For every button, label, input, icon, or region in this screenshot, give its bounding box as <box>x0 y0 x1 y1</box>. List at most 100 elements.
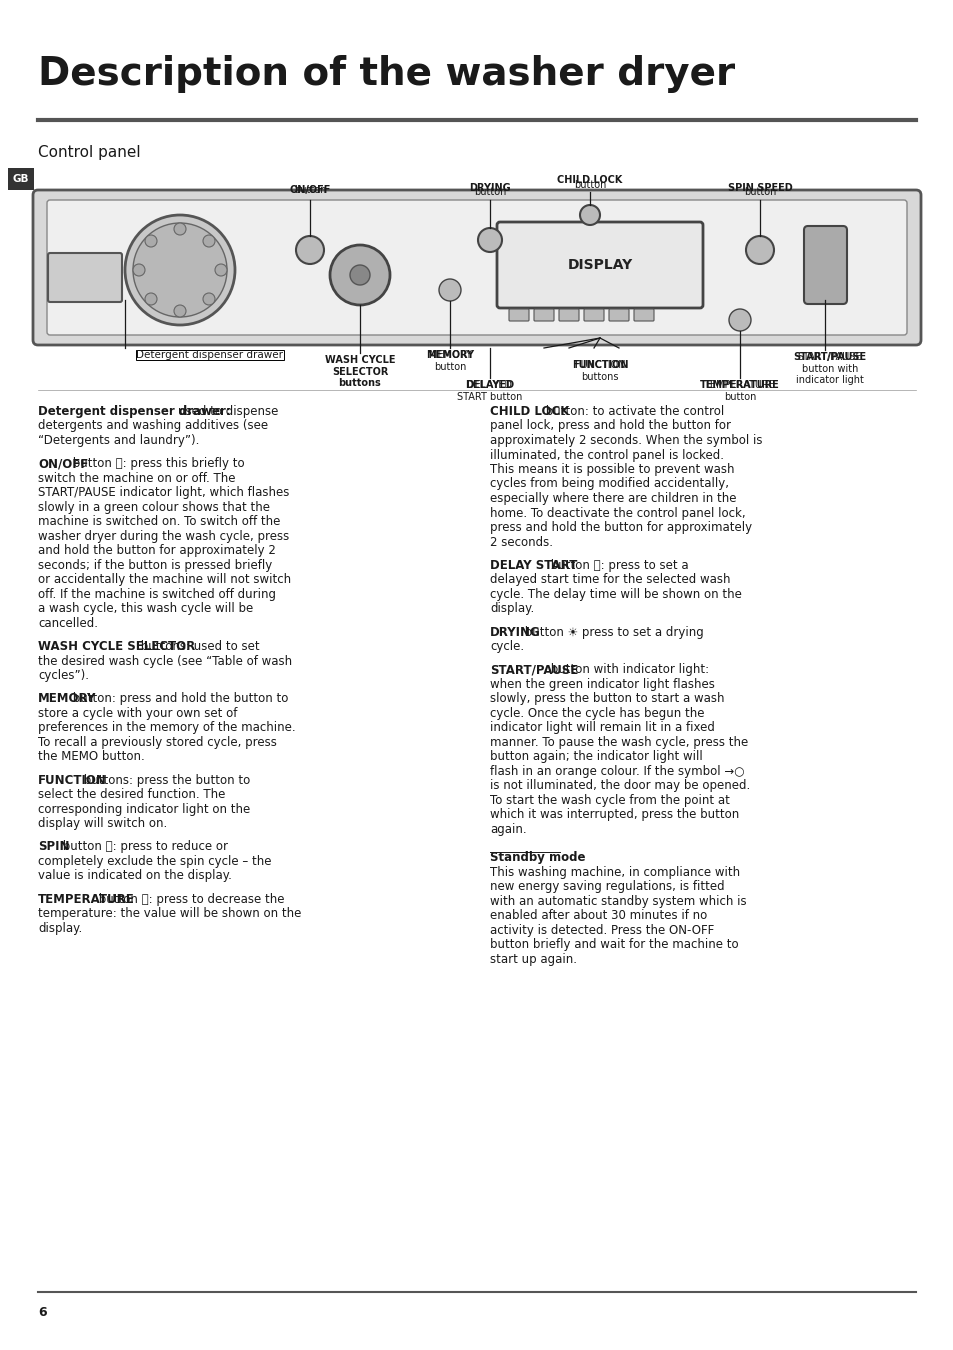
Text: panel lock, press and hold the button for: panel lock, press and hold the button fo… <box>490 420 730 432</box>
Text: completely exclude the spin cycle – the: completely exclude the spin cycle – the <box>38 855 272 868</box>
Text: new energy saving regulations, is fitted: new energy saving regulations, is fitted <box>490 880 724 894</box>
FancyBboxPatch shape <box>558 309 578 321</box>
Circle shape <box>132 265 145 275</box>
Text: press and hold the button for approximately: press and hold the button for approximat… <box>490 521 751 535</box>
Text: button: button <box>573 169 605 190</box>
Circle shape <box>477 228 501 252</box>
Circle shape <box>579 205 599 225</box>
Text: Control panel: Control panel <box>38 144 140 161</box>
Circle shape <box>295 236 324 265</box>
Text: TEMPERATURE: TEMPERATURE <box>700 379 779 390</box>
Circle shape <box>745 236 773 265</box>
Text: approximately 2 seconds. When the symbol is: approximately 2 seconds. When the symbol… <box>490 433 761 447</box>
Text: button: button <box>474 176 506 197</box>
Text: WASH CYCLE SELECTOR: WASH CYCLE SELECTOR <box>38 640 195 653</box>
Text: MEMORY: MEMORY <box>425 350 474 360</box>
Text: switch the machine on or off. The: switch the machine on or off. The <box>38 471 235 485</box>
Circle shape <box>145 235 157 247</box>
Circle shape <box>145 293 157 305</box>
Circle shape <box>173 305 186 317</box>
Text: corresponding indicator light on the: corresponding indicator light on the <box>38 803 250 815</box>
Circle shape <box>132 223 227 317</box>
FancyBboxPatch shape <box>33 190 920 346</box>
Text: start up again.: start up again. <box>490 953 577 965</box>
Text: DRYING: DRYING <box>469 184 510 193</box>
Text: store a cycle with your own set of: store a cycle with your own set of <box>38 707 237 720</box>
FancyBboxPatch shape <box>534 309 554 321</box>
Text: delayed start time for the selected wash: delayed start time for the selected wash <box>490 574 730 586</box>
Text: button Ⓢ: press to reduce or: button Ⓢ: press to reduce or <box>59 841 228 853</box>
Text: button ⓞ: press this briefly to: button ⓞ: press this briefly to <box>70 458 245 470</box>
Circle shape <box>350 265 370 285</box>
Text: display will switch on.: display will switch on. <box>38 817 167 830</box>
Text: select the desired function. The: select the desired function. The <box>38 788 225 801</box>
FancyBboxPatch shape <box>583 309 603 321</box>
Text: DELAY START: DELAY START <box>490 559 577 572</box>
Text: button: to activate the control: button: to activate the control <box>541 405 723 418</box>
Text: Detergent dispenser drawer: Detergent dispenser drawer <box>136 350 283 360</box>
Text: 2 seconds.: 2 seconds. <box>490 536 553 548</box>
Text: or accidentally the machine will not switch: or accidentally the machine will not swi… <box>38 574 291 586</box>
FancyBboxPatch shape <box>497 221 702 308</box>
Text: Detergent dispenser drawer:: Detergent dispenser drawer: <box>38 405 231 418</box>
Text: SPIN SPEED: SPIN SPEED <box>727 184 792 193</box>
Text: 6: 6 <box>38 1305 47 1319</box>
Circle shape <box>125 215 234 325</box>
Text: button Ⓣ: press to decrease the: button Ⓣ: press to decrease the <box>95 892 284 906</box>
Text: button Ⓥ: press to set a: button Ⓥ: press to set a <box>547 559 688 572</box>
Text: button briefly and wait for the machine to: button briefly and wait for the machine … <box>490 938 738 952</box>
Text: button: button <box>294 173 326 194</box>
Text: flash in an orange colour. If the symbol →○: flash in an orange colour. If the symbol… <box>490 765 743 778</box>
Text: manner. To pause the wash cycle, press the: manner. To pause the wash cycle, press t… <box>490 736 747 749</box>
Text: This washing machine, in compliance with: This washing machine, in compliance with <box>490 865 740 879</box>
Circle shape <box>438 279 460 301</box>
Text: button: button <box>743 176 776 197</box>
Text: TEMPERATURE: TEMPERATURE <box>38 892 134 906</box>
Text: is not illuminated, the door may be opened.: is not illuminated, the door may be open… <box>490 779 749 792</box>
Text: cycles from being modified accidentally,: cycles from being modified accidentally, <box>490 478 728 490</box>
Text: buttons: press the button to: buttons: press the button to <box>79 774 250 787</box>
Text: activity is detected. Press the ON-OFF: activity is detected. Press the ON-OFF <box>490 923 714 937</box>
Text: when the green indicator light flashes: when the green indicator light flashes <box>490 678 714 691</box>
Text: button again; the indicator light will: button again; the indicator light will <box>490 751 702 763</box>
Text: detergents and washing additives (see: detergents and washing additives (see <box>38 420 268 432</box>
Text: To recall a previously stored cycle, press: To recall a previously stored cycle, pre… <box>38 736 276 749</box>
Circle shape <box>173 223 186 235</box>
Text: display.: display. <box>490 602 534 616</box>
Text: seconds; if the button is pressed briefly: seconds; if the button is pressed briefl… <box>38 559 272 572</box>
Text: temperature: the value will be shown on the: temperature: the value will be shown on … <box>38 907 301 921</box>
Text: SPIN: SPIN <box>38 841 70 853</box>
FancyBboxPatch shape <box>8 167 34 190</box>
Text: START/PAUSE: START/PAUSE <box>490 663 578 676</box>
Text: which it was interrupted, press the button: which it was interrupted, press the butt… <box>490 809 739 821</box>
Text: preferences in the memory of the machine.: preferences in the memory of the machine… <box>38 721 295 734</box>
Text: washer dryer during the wash cycle, press: washer dryer during the wash cycle, pres… <box>38 529 289 543</box>
FancyBboxPatch shape <box>509 309 529 321</box>
Text: WASH CYCLE
SELECTOR
buttons: WASH CYCLE SELECTOR buttons <box>324 355 395 389</box>
Text: MEMORY: MEMORY <box>38 693 96 706</box>
Text: value is indicated on the display.: value is indicated on the display. <box>38 869 232 883</box>
Text: and hold the button for approximately 2: and hold the button for approximately 2 <box>38 544 275 558</box>
Text: especially where there are children in the: especially where there are children in t… <box>490 491 736 505</box>
Text: cancelled.: cancelled. <box>38 617 98 630</box>
Text: enabled after about 30 minutes if no: enabled after about 30 minutes if no <box>490 909 706 922</box>
Text: cycle. The delay time will be shown on the: cycle. The delay time will be shown on t… <box>490 587 741 601</box>
Text: illuminated, the control panel is locked.: illuminated, the control panel is locked… <box>490 448 723 462</box>
Text: FUNCTION
buttons: FUNCTION buttons <box>574 360 624 382</box>
Text: display.: display. <box>38 922 82 934</box>
Circle shape <box>728 309 750 331</box>
Circle shape <box>330 244 390 305</box>
Text: cycle. Once the cycle has begun the: cycle. Once the cycle has begun the <box>490 707 703 720</box>
Text: GB: GB <box>12 174 30 184</box>
Text: buttons: used to set: buttons: used to set <box>136 640 259 653</box>
Text: CHILD LOCK: CHILD LOCK <box>490 405 569 418</box>
Text: cycle.: cycle. <box>490 640 523 653</box>
Text: DELAYED
START button: DELAYED START button <box>456 379 522 401</box>
Text: home. To deactivate the control panel lock,: home. To deactivate the control panel lo… <box>490 506 745 520</box>
Text: CHILD LOCK: CHILD LOCK <box>557 176 622 185</box>
Text: START/PAUSE
button with
indicator light: START/PAUSE button with indicator light <box>795 352 863 385</box>
Text: START/PAUSE indicator light, which flashes: START/PAUSE indicator light, which flash… <box>38 486 289 500</box>
Text: button with indicator light:: button with indicator light: <box>547 663 709 676</box>
Text: off. If the machine is switched off during: off. If the machine is switched off duri… <box>38 587 275 601</box>
Text: with an automatic standby system which is: with an automatic standby system which i… <box>490 895 746 907</box>
